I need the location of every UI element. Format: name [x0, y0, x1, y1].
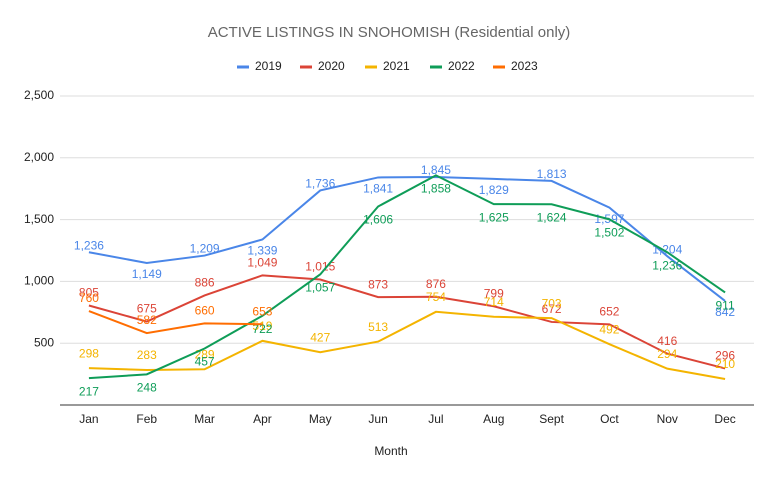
data-label: 283 [137, 348, 157, 362]
data-label: 876 [426, 277, 446, 291]
x-tick-label: Mar [194, 412, 215, 426]
x-tick-label: Apr [253, 412, 272, 426]
data-label: 416 [657, 334, 677, 348]
x-tick-label: Sept [539, 412, 564, 426]
series-line [88, 310, 726, 381]
data-label: 298 [79, 346, 99, 360]
data-label: 1,858 [421, 182, 451, 196]
data-label: 842 [715, 305, 735, 319]
data-label: 1,606 [363, 213, 393, 227]
x-tick-label: May [309, 412, 332, 426]
series-line [88, 310, 263, 335]
x-tick-label: Feb [136, 412, 157, 426]
legend-label: 2019 [255, 59, 282, 73]
data-label: 1,204 [652, 242, 682, 256]
data-label: 582 [137, 313, 157, 327]
data-label: 248 [137, 381, 157, 395]
data-label: 653 [252, 304, 272, 318]
data-label: 1,841 [363, 182, 393, 196]
data-label: 1,209 [190, 242, 220, 256]
data-label: 714 [484, 295, 504, 309]
data-label: 296 [715, 349, 735, 363]
data-label: 519 [252, 319, 272, 333]
data-label: 672 [542, 302, 562, 316]
y-tick-label: 1,000 [24, 274, 54, 288]
data-label: 217 [79, 384, 99, 398]
data-label: 873 [368, 277, 388, 291]
data-label: 660 [195, 304, 215, 318]
data-label: 1,339 [247, 244, 277, 258]
data-label: 1,149 [132, 267, 162, 281]
data-label: 760 [79, 291, 99, 305]
data-label: 1,829 [479, 183, 509, 197]
data-label: 799 [484, 286, 504, 300]
series-line [88, 174, 726, 380]
data-label: 703 [542, 296, 562, 310]
y-tick-label: 2,000 [24, 150, 54, 164]
data-label: 805 [79, 286, 99, 300]
x-tick-label: Oct [600, 412, 619, 426]
x-tick-label: Jun [368, 412, 387, 426]
chart-title: ACTIVE LISTINGS IN SNOHOMISH (Residentia… [208, 24, 571, 41]
data-label: 1,236 [652, 258, 682, 272]
data-label: 652 [599, 305, 619, 319]
data-label: 911 [716, 299, 735, 313]
x-axis-label: Month [374, 444, 407, 458]
data-label: 1,845 [421, 163, 451, 177]
data-label: 1,813 [537, 167, 567, 181]
data-label: 1,624 [537, 210, 567, 224]
data-label: 1,502 [594, 226, 624, 240]
y-tick-label: 1,500 [24, 212, 54, 226]
data-label: 675 [137, 302, 157, 316]
data-label: 722 [252, 322, 272, 336]
data-label: 492 [599, 322, 619, 336]
x-tick-label: Aug [483, 412, 504, 426]
legend-label: 2020 [318, 59, 345, 73]
data-label: 427 [310, 330, 330, 344]
data-label: 1,015 [305, 260, 335, 274]
series-line [88, 274, 726, 370]
data-label: 1,057 [305, 281, 335, 295]
data-label: 1,049 [247, 256, 277, 270]
data-label: 1,236 [74, 238, 104, 252]
y-tick-label: 500 [34, 335, 54, 349]
data-label: 210 [715, 357, 735, 371]
series-line [88, 175, 726, 302]
data-label: 754 [426, 290, 446, 304]
x-tick-label: Dec [714, 412, 735, 426]
data-label: 1,625 [479, 210, 509, 224]
x-tick-label: Nov [657, 412, 678, 426]
x-tick-label: Jul [428, 412, 443, 426]
data-label: 1,736 [305, 177, 335, 191]
data-label: 457 [195, 355, 215, 369]
legend-label: 2021 [383, 59, 410, 73]
legend-label: 2022 [448, 59, 475, 73]
x-tick-label: Jan [79, 412, 98, 426]
data-label: 886 [195, 276, 215, 290]
legend-label: 2023 [511, 59, 538, 73]
y-tick-label: 2,500 [24, 88, 54, 102]
data-label: 294 [657, 347, 677, 361]
data-label: 513 [368, 320, 388, 334]
